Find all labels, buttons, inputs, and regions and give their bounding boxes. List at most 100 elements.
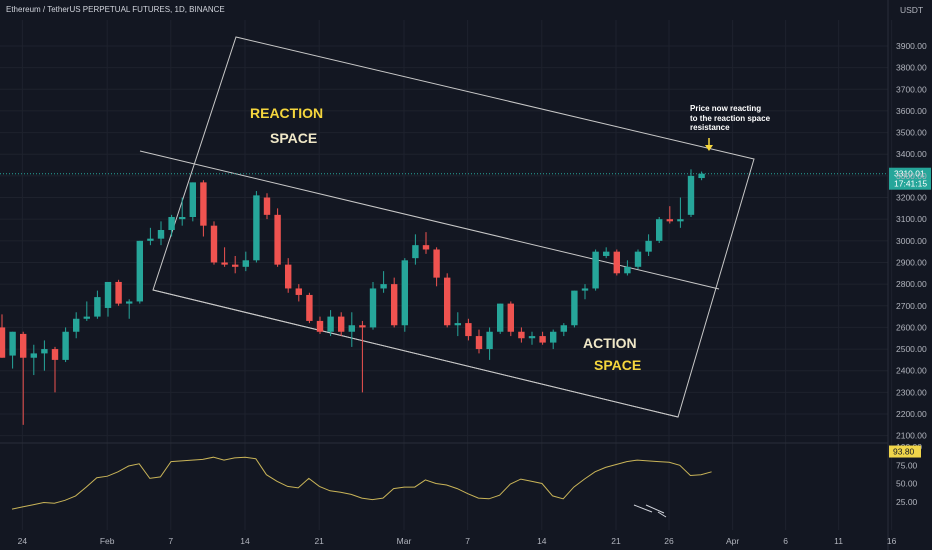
candle-body — [62, 331, 69, 360]
price-tick-label: 2200.00 — [896, 409, 927, 419]
candle-body — [83, 316, 90, 319]
candle-body — [136, 240, 143, 302]
grid-lines — [0, 0, 893, 550]
candle-body — [200, 182, 207, 226]
candle-body — [603, 251, 610, 256]
rsi-tick-label: 75.00 — [896, 460, 918, 470]
price-tick-label: 3900.00 — [896, 41, 927, 51]
candle-body — [179, 217, 186, 220]
time-tick-label: 24 — [18, 536, 28, 546]
candle-body — [613, 251, 620, 274]
candle-body — [412, 245, 419, 259]
price-tick-label: 3800.00 — [896, 63, 927, 73]
time-tick-label: 21 — [314, 536, 324, 546]
annotation-note-line2: to the reaction space — [690, 114, 771, 123]
time-tick-label: 21 — [611, 536, 621, 546]
candle-body — [168, 217, 175, 230]
price-tick-label: 3200.00 — [896, 193, 927, 203]
candle-body — [645, 240, 652, 252]
candle-body — [0, 327, 6, 358]
candle-body — [295, 288, 302, 295]
annotation-note-line1: Price now reacting — [690, 104, 761, 113]
time-tick-label: 6 — [783, 536, 788, 546]
candle-body — [369, 288, 377, 328]
rsi-line — [11, 456, 712, 510]
candle-body — [422, 245, 430, 250]
candle-body — [147, 238, 154, 241]
candle-body — [475, 336, 483, 350]
price-tick-label: 2800.00 — [896, 279, 927, 289]
candle-body — [73, 318, 80, 332]
rsi-value-label: 93.80 — [893, 447, 915, 457]
price-tick-label: 2400.00 — [896, 366, 927, 376]
candle-body — [51, 349, 59, 360]
candle-body — [263, 197, 271, 215]
candle-body — [560, 325, 567, 332]
time-tick-label: 7 — [465, 536, 470, 546]
candle-body — [444, 277, 451, 326]
rsi-tick-label: 50.00 — [896, 479, 918, 489]
candle-body — [454, 323, 461, 326]
candle-body — [391, 284, 398, 326]
candle-body — [666, 219, 673, 222]
candle-body — [624, 266, 631, 274]
candle-body — [274, 214, 281, 265]
price-tick-label: 2900.00 — [896, 257, 927, 267]
time-tick-label: 14 — [537, 536, 547, 546]
rsi-value-tag — [889, 445, 921, 458]
channel-lower-line — [152, 289, 679, 418]
candle-body — [316, 320, 324, 332]
candle-body — [20, 333, 27, 358]
annotations: REACTION SPACE ACTION SPACE Price now re… — [250, 104, 771, 373]
time-tick-label: Apr — [726, 536, 739, 546]
axes: 2100.00 2200.00 2300.00 2400.00 2500.00 2600.… — [18, 41, 927, 546]
price-tick-label: 3500.00 — [896, 128, 927, 138]
time-tick-label: Feb — [100, 536, 115, 546]
candle-body — [528, 336, 536, 339]
candle-body — [486, 331, 493, 350]
candle-body — [518, 331, 525, 339]
candle-body — [507, 303, 514, 332]
annotation-reaction: REACTION — [250, 105, 323, 121]
candle-body — [550, 331, 557, 343]
annotation-arrow-icon — [705, 145, 713, 151]
price-tick-label: 3700.00 — [896, 84, 927, 94]
candle-body — [210, 225, 218, 263]
candle-body — [104, 281, 112, 308]
current-price-tag — [889, 167, 931, 190]
candle-body — [30, 353, 37, 358]
candle-body — [189, 182, 196, 218]
rsi-drawing-marks — [633, 504, 667, 518]
candle-body — [687, 175, 695, 215]
candle-body — [306, 294, 313, 321]
candle-body — [253, 195, 260, 261]
candle-body — [285, 264, 292, 289]
candle-body — [677, 219, 684, 222]
candle-body — [592, 251, 599, 289]
price-tick-label: 2500.00 — [896, 344, 927, 354]
candle-body — [359, 325, 366, 328]
price-tick-label: 3000.00 — [896, 236, 927, 246]
candle-body — [539, 336, 546, 343]
candle-body — [157, 230, 165, 239]
price-tick-label: 2300.00 — [896, 387, 927, 397]
candle-body — [656, 219, 663, 241]
price-tick-label: 2600.00 — [896, 322, 927, 332]
time-tick-label: 7 — [168, 536, 173, 546]
candle-body — [465, 323, 472, 337]
reaction-space-box — [152, 36, 755, 418]
candle-body — [221, 262, 228, 265]
time-tick-label: 26 — [664, 536, 674, 546]
candle-body — [242, 260, 249, 267]
candle-body — [9, 331, 16, 356]
candle-body — [94, 297, 101, 317]
candle-body — [232, 264, 239, 267]
candle-body — [327, 316, 334, 332]
time-tick-label: 11 — [834, 536, 843, 546]
annotation-action: ACTION — [583, 335, 637, 351]
candle-body — [698, 173, 705, 179]
annotation-space-upper: SPACE — [270, 130, 317, 146]
